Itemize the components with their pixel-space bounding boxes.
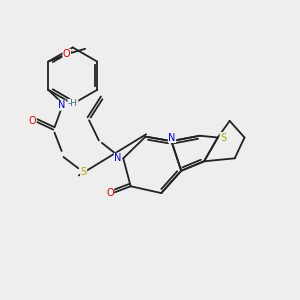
Text: S: S [81,167,87,177]
Text: N: N [58,100,65,110]
Text: -H: -H [68,99,78,108]
Text: S: S [220,133,226,142]
Text: N: N [114,153,122,163]
Text: O: O [29,116,36,126]
Text: O: O [63,49,70,59]
Text: N: N [168,133,176,142]
Text: O: O [106,188,114,198]
